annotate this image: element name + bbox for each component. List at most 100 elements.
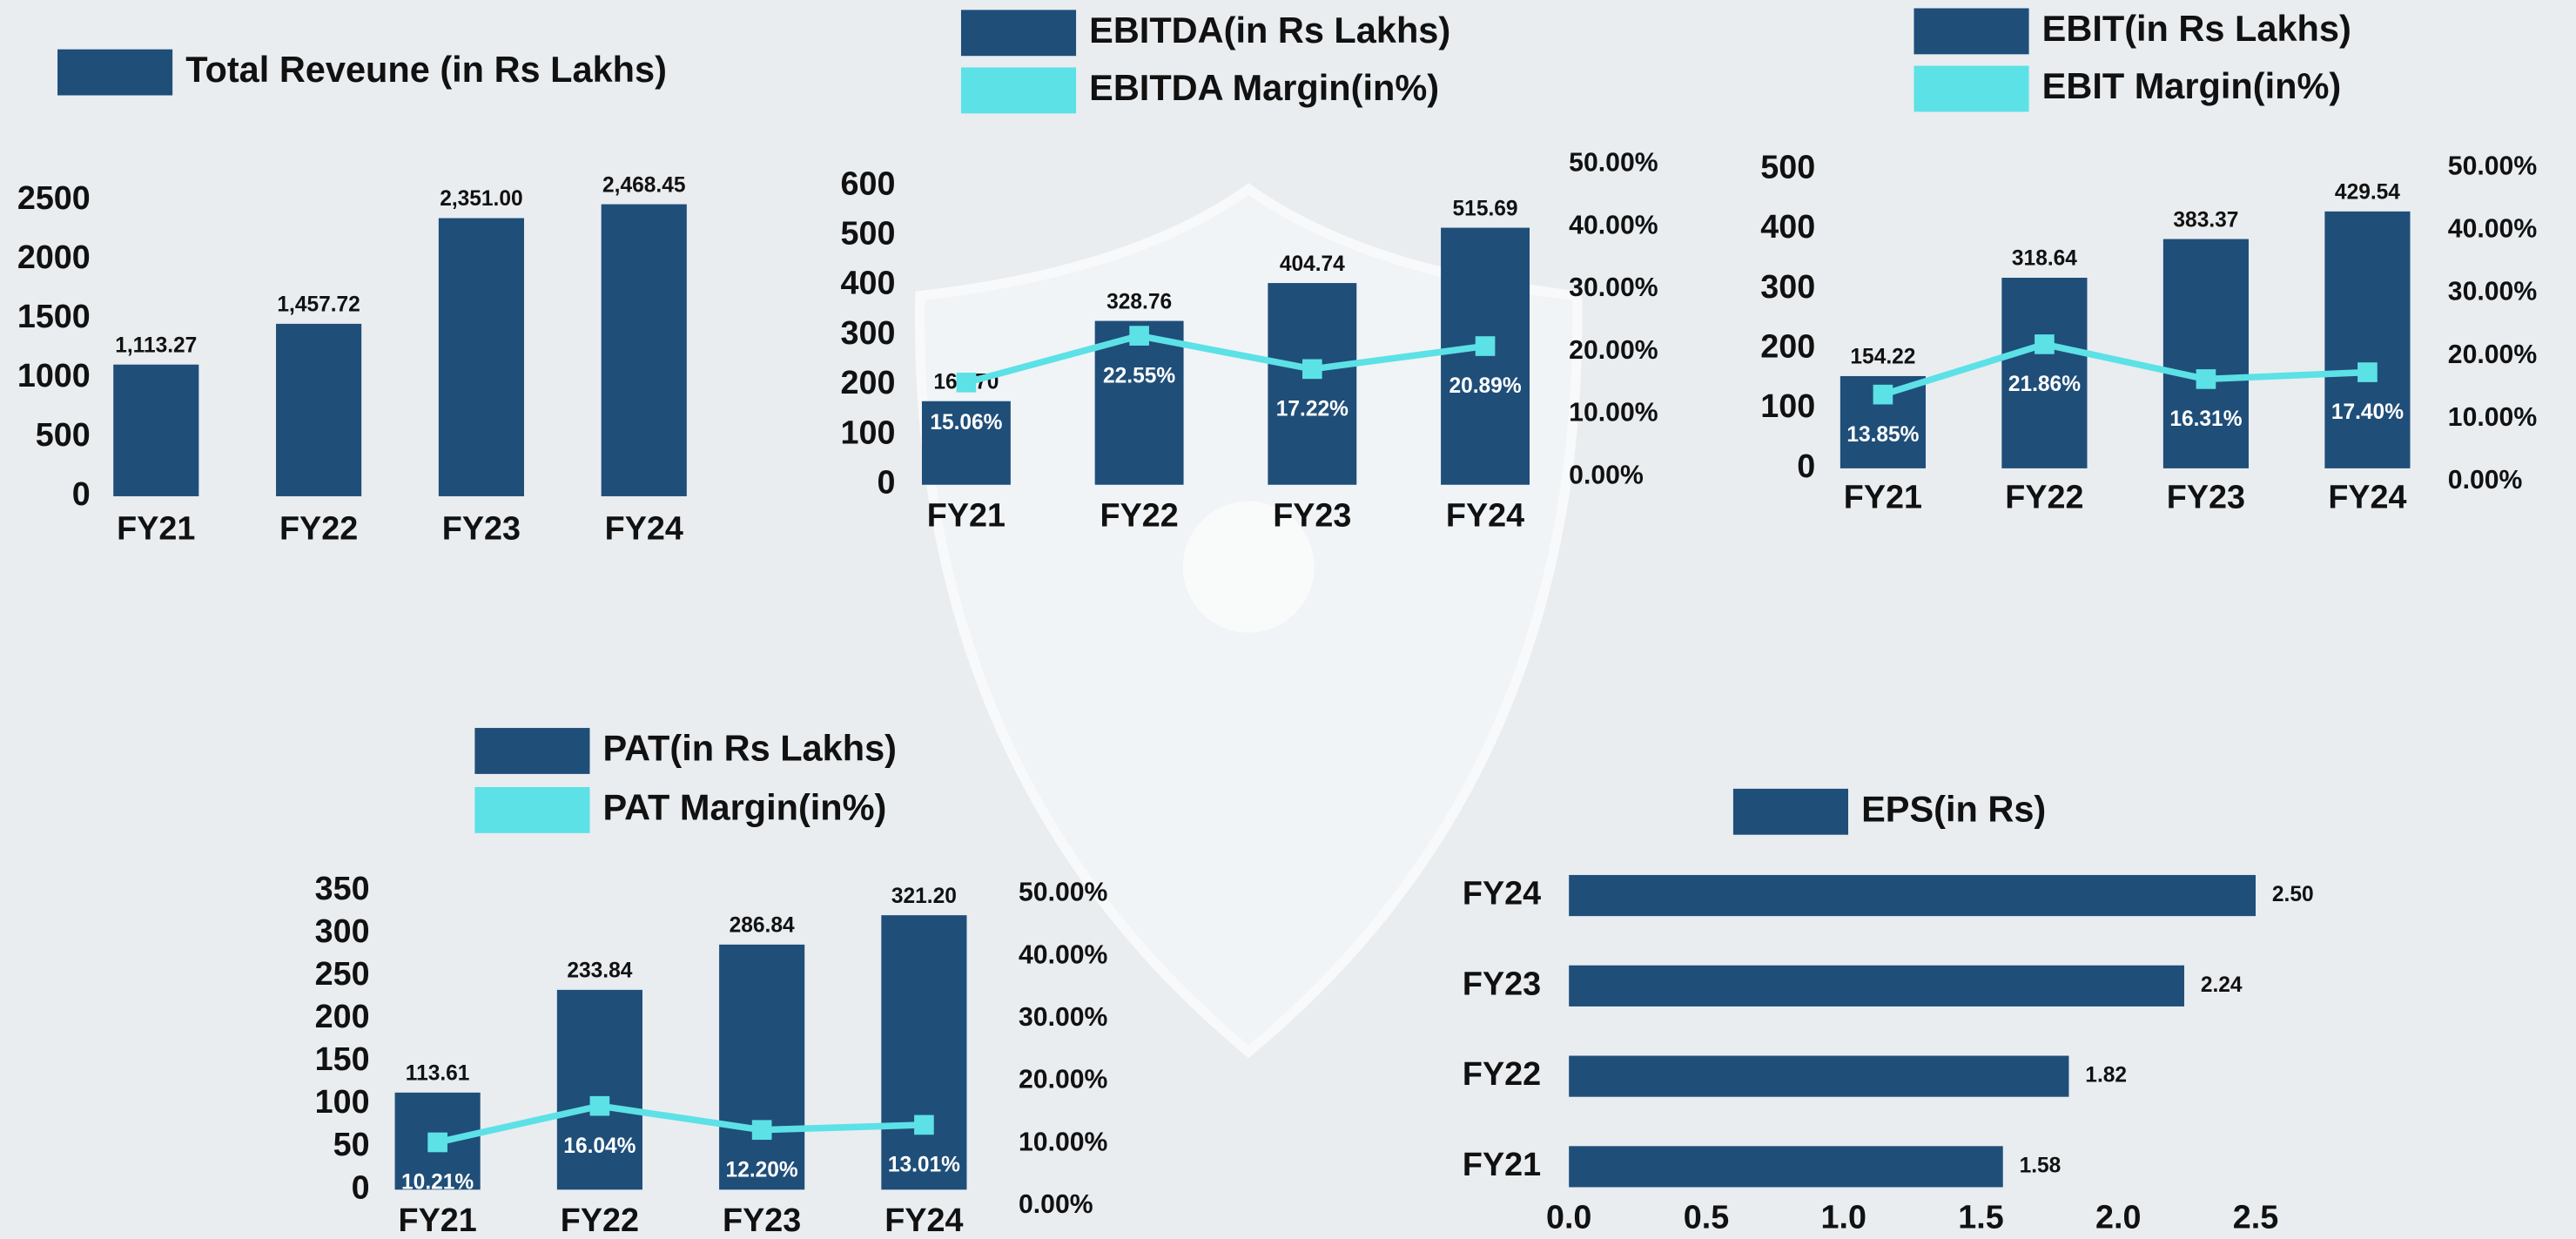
- bar: [438, 218, 524, 496]
- x-tick-label: FY24: [1446, 496, 1524, 533]
- margin-value-label: 13.01%: [888, 1154, 960, 1177]
- x-tick-label: FY23: [2167, 479, 2245, 515]
- x-tick-label: 1.5: [1958, 1198, 2003, 1235]
- margin-value-label: 17.40%: [2331, 401, 2404, 424]
- bar: [2324, 211, 2411, 468]
- margin-value-label: 22.55%: [1103, 364, 1175, 387]
- y-tick-label: 2500: [17, 179, 91, 216]
- y2-tick-label: 50.00%: [1019, 879, 1108, 907]
- y2-tick-label: 0.00%: [1569, 461, 1644, 489]
- margin-line: [436, 1102, 925, 1146]
- bar: [1094, 320, 1184, 485]
- x-tick-label: FY23: [1273, 496, 1351, 533]
- margin-marker: [2196, 369, 2216, 389]
- bar-value-label: 404.74: [1280, 253, 1345, 276]
- bar: [2001, 278, 2088, 468]
- y-tick-label: 600: [841, 165, 896, 201]
- legend-swatch: [960, 10, 1077, 57]
- legend-label: PAT(in Rs Lakhs): [603, 727, 897, 768]
- y-tick-label: 200: [1760, 327, 1815, 364]
- x-tick-label: FY23: [723, 1202, 801, 1238]
- x-tick-label: FY22: [1100, 496, 1179, 533]
- bar-value-label: 1.82: [2085, 1064, 2127, 1087]
- x-tick-label: FY21: [117, 510, 195, 547]
- legend-label: EBIT(in Rs Lakhs): [2042, 8, 2351, 49]
- margin-marker: [1873, 384, 1893, 405]
- bar-value-label: 383.37: [2173, 208, 2238, 232]
- x-tick-label: FY24: [605, 510, 683, 547]
- y2-tick-label: 20.00%: [2448, 340, 2538, 369]
- legend-label: EPS(in Rs): [1861, 788, 2046, 829]
- y2-tick-label: 0.00%: [2448, 466, 2523, 495]
- margin-value-label: 15.06%: [930, 411, 1002, 434]
- margin-marker: [914, 1114, 934, 1135]
- margin-marker: [2035, 334, 2055, 354]
- bar: [1569, 874, 2257, 917]
- bar-value-label: 2.50: [2272, 883, 2314, 906]
- y2-tick-label: 40.00%: [2448, 215, 2538, 244]
- x-tick-label: FY21: [399, 1202, 477, 1238]
- bar: [1268, 283, 1357, 485]
- y-tick-label: 0: [877, 464, 895, 501]
- y2-tick-label: 40.00%: [1569, 211, 1658, 239]
- x-tick-label: FY21: [1844, 479, 1922, 515]
- margin-value-label: 12.20%: [726, 1158, 798, 1182]
- legend-swatch: [57, 49, 173, 96]
- y-tick-label: 0: [72, 475, 91, 512]
- y-tick-label: FY24: [1463, 875, 1541, 912]
- legend-label: Total Reveune (in Rs Lakhs): [185, 49, 667, 90]
- x-tick-label: FY24: [884, 1202, 963, 1238]
- bar-value-label: 1,457.72: [277, 293, 360, 317]
- margin-value-label: 13.85%: [1846, 423, 1919, 447]
- x-tick-label: FY22: [2005, 479, 2083, 515]
- y-tick-label: 0: [352, 1168, 370, 1205]
- margin-marker: [2357, 362, 2378, 382]
- bar: [556, 989, 642, 1190]
- y-tick-label: 400: [1760, 208, 1815, 245]
- y-tick-label: 300: [315, 912, 370, 949]
- margin-value-label: 20.89%: [1449, 374, 1521, 398]
- bar-value-label: 318.64: [2012, 247, 2077, 271]
- y-tick-label: 250: [315, 955, 370, 992]
- y-tick-label: 0: [1797, 448, 1815, 484]
- legend-swatch: [1732, 788, 1849, 835]
- bar-value-label: 1,113.27: [115, 333, 197, 357]
- y-tick-label: 1500: [17, 298, 91, 334]
- y2-tick-label: 0.00%: [1019, 1190, 1093, 1219]
- y-tick-label: 1000: [17, 357, 91, 394]
- margin-value-label: 16.04%: [563, 1135, 636, 1158]
- bar: [921, 401, 1011, 485]
- y2-tick-label: 50.00%: [1569, 149, 1658, 178]
- legend-label: EBIT Margin(in%): [2042, 65, 2342, 106]
- x-tick-label: FY22: [279, 510, 358, 547]
- y2-tick-label: 50.00%: [2448, 152, 2538, 181]
- bar-value-label: 328.76: [1106, 290, 1172, 313]
- margin-value-label: 21.86%: [2008, 373, 2081, 396]
- y-tick-label: 500: [841, 215, 896, 252]
- bar-value-label: 2.24: [2201, 973, 2243, 997]
- y-tick-label: 100: [1760, 387, 1815, 424]
- x-tick-label: 1.0: [1820, 1198, 1866, 1235]
- legend-label: PAT Margin(in%): [603, 786, 887, 827]
- legend-swatch: [1914, 65, 2029, 112]
- margin-line: [1881, 340, 2368, 398]
- y2-tick-label: 30.00%: [1569, 273, 1658, 302]
- y2-tick-label: 30.00%: [2448, 278, 2538, 306]
- y-tick-label: 200: [315, 998, 370, 1034]
- margin-value-label: 16.31%: [2169, 407, 2242, 431]
- y2-tick-label: 10.00%: [1019, 1128, 1108, 1156]
- y2-tick-label: 40.00%: [1019, 940, 1108, 969]
- bar-value-label: 515.69: [1453, 197, 1518, 220]
- bar-value-label: 2,468.45: [602, 173, 685, 197]
- bar: [276, 323, 362, 496]
- bar: [1569, 1055, 2069, 1097]
- bar-value-label: 429.54: [2335, 181, 2400, 205]
- bar: [601, 204, 687, 496]
- y-tick-label: 2000: [17, 239, 91, 275]
- bar: [1569, 965, 2184, 1007]
- y-tick-label: FY23: [1463, 965, 1541, 1001]
- y-tick-label: 400: [841, 265, 896, 301]
- y-tick-label: 50: [333, 1126, 370, 1162]
- x-tick-label: 0.5: [1684, 1198, 1729, 1235]
